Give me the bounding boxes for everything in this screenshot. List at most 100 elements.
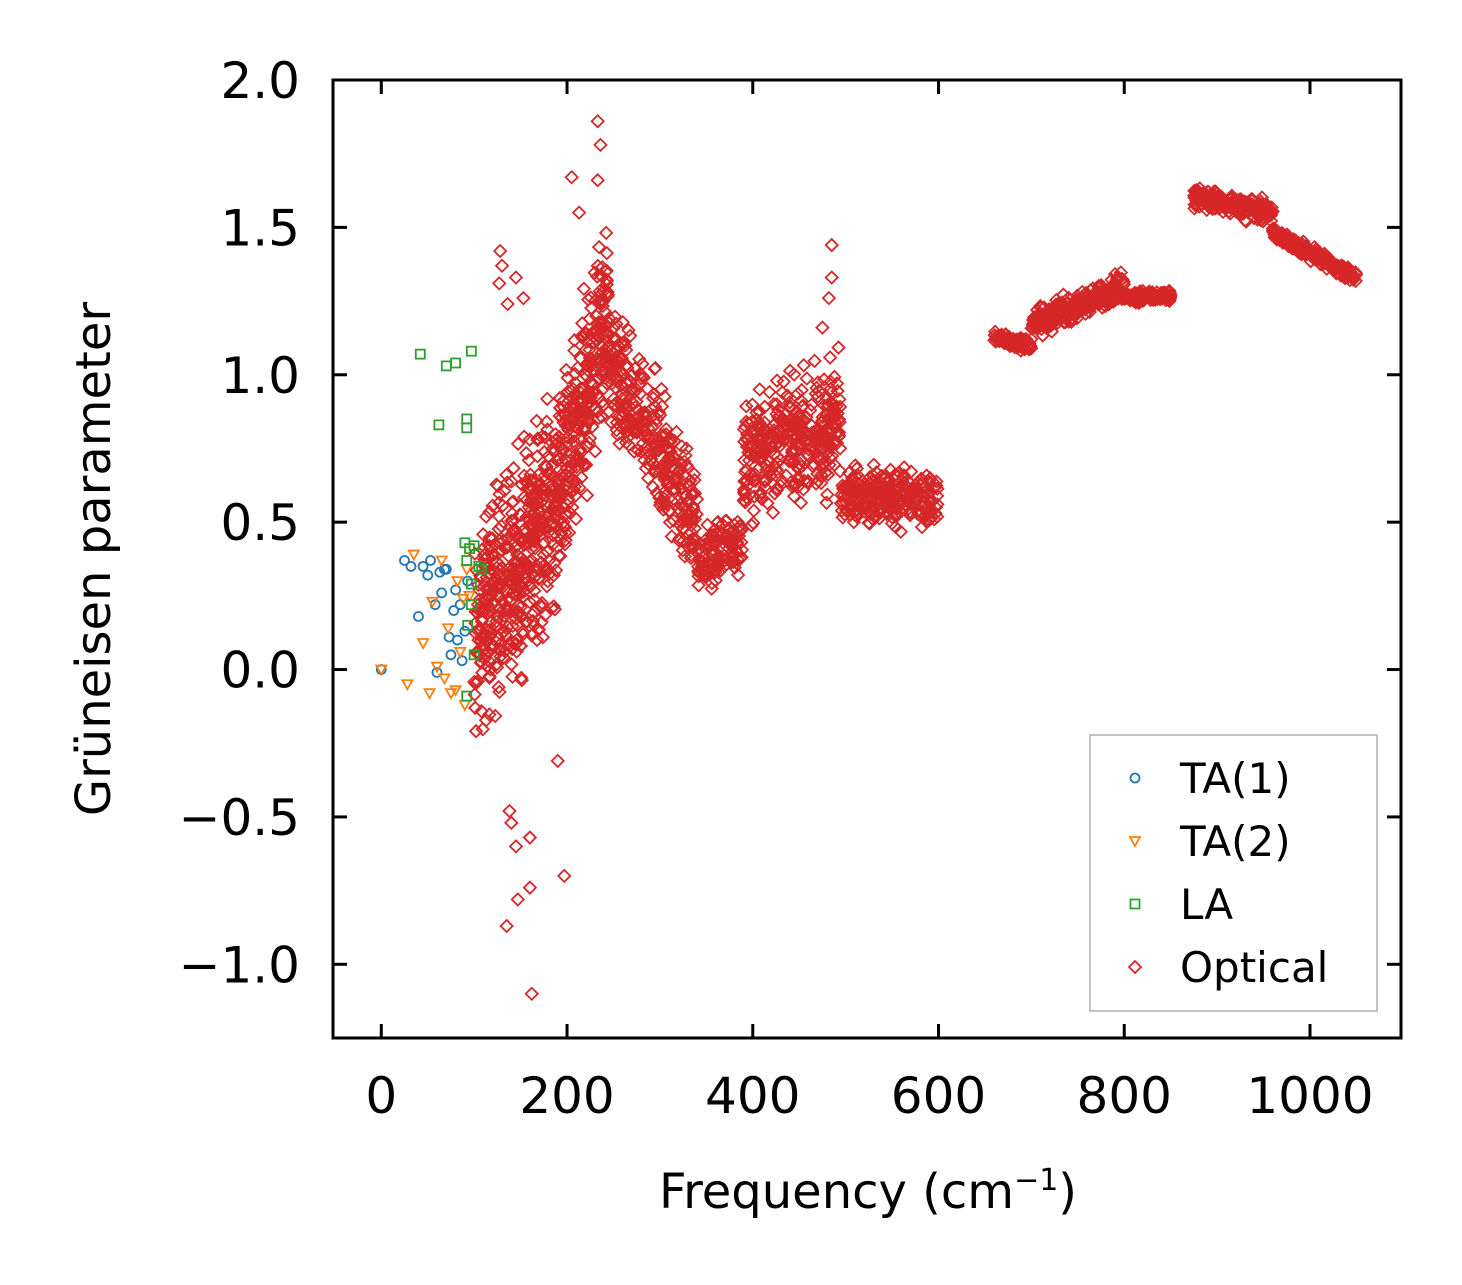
optical-point <box>566 399 582 415</box>
optical-point <box>812 453 827 468</box>
optical-point <box>563 485 579 500</box>
optical-point <box>1201 184 1216 200</box>
optical-point <box>1075 284 1090 300</box>
optical-point <box>820 399 835 414</box>
la-point <box>414 348 426 360</box>
optical-point <box>512 605 527 621</box>
optical-point <box>723 553 738 569</box>
optical-point <box>807 353 822 369</box>
ta1-point <box>448 605 460 616</box>
optical-point <box>592 295 607 311</box>
optical-point <box>845 501 860 516</box>
optical-point <box>704 543 719 559</box>
optical-point <box>889 501 905 517</box>
optical-point <box>519 475 535 491</box>
x-tick-label: 400 <box>705 1067 800 1125</box>
optical-point <box>548 426 563 442</box>
optical-point <box>766 396 782 412</box>
optical-point <box>670 501 686 517</box>
optical-point <box>799 371 815 386</box>
optical-point <box>534 482 550 498</box>
optical-point <box>691 577 706 593</box>
optical-point <box>566 424 582 440</box>
optical-point <box>792 409 807 425</box>
optical-point <box>731 528 747 544</box>
optical-point <box>683 473 698 488</box>
x-axis-label-text: Frequency (cm <box>659 1164 1014 1220</box>
optical-point <box>586 377 602 392</box>
optical-point <box>600 284 615 300</box>
optical-point <box>773 452 788 468</box>
optical-point <box>526 496 541 511</box>
optical-point <box>569 447 584 462</box>
optical-point <box>901 501 917 516</box>
optical-point <box>573 381 588 396</box>
optical-point <box>648 464 664 479</box>
optical-point <box>601 310 617 326</box>
optical-point <box>582 350 598 366</box>
optical-point <box>589 332 605 347</box>
x-tick-label: 800 <box>1077 1067 1172 1125</box>
optical-point <box>874 502 890 518</box>
optical-point <box>650 439 665 454</box>
optical-point <box>558 453 574 468</box>
optical-point <box>607 350 622 366</box>
optical-point <box>475 627 491 643</box>
optical-point <box>704 581 719 596</box>
ta2-point <box>456 593 470 606</box>
optical-point <box>841 465 857 481</box>
ta1-point <box>440 563 452 575</box>
optical-point <box>821 438 836 453</box>
optical-point <box>593 137 608 153</box>
optical-point <box>592 322 608 337</box>
optical-point <box>1192 181 1208 196</box>
optical-point <box>806 443 821 458</box>
optical-point <box>660 458 675 473</box>
optical-point <box>513 638 528 654</box>
optical-point <box>893 524 909 539</box>
optical-point <box>1250 199 1266 215</box>
optical-point <box>590 113 605 129</box>
optical-point <box>848 497 864 512</box>
optical-point <box>491 679 506 695</box>
optical-point <box>1265 203 1280 219</box>
optical-point <box>568 453 584 468</box>
optical-point <box>1046 304 1062 320</box>
optical-point <box>524 986 540 1002</box>
optical-point <box>504 815 519 831</box>
optical-point <box>779 388 795 404</box>
optical-point <box>1294 246 1309 262</box>
optical-point <box>845 497 860 513</box>
optical-point <box>500 562 516 577</box>
optical-point <box>587 401 602 417</box>
optical-point <box>539 494 555 510</box>
optical-point <box>1060 301 1076 316</box>
optical-point <box>474 703 489 719</box>
optical-point <box>529 497 544 512</box>
ta2-point <box>449 685 463 698</box>
optical-point <box>574 316 590 331</box>
x-axis-label-close: ) <box>1058 1164 1077 1220</box>
optical-point <box>504 657 519 672</box>
optical-point <box>755 446 771 461</box>
optical-point <box>660 474 676 490</box>
ta1-point <box>436 587 448 599</box>
optical-point <box>610 427 625 442</box>
optical-point <box>1144 289 1160 304</box>
optical-point <box>861 491 877 507</box>
optical-point <box>631 351 647 367</box>
optical-point <box>478 633 493 649</box>
optical-point <box>581 357 596 373</box>
optical-point <box>481 654 497 669</box>
optical-point <box>994 330 1009 346</box>
optical-point <box>637 452 652 468</box>
optical-point <box>579 488 595 503</box>
optical-point <box>1273 232 1289 248</box>
optical-point <box>518 615 534 630</box>
optical-point <box>1101 297 1117 312</box>
optical-point <box>1061 290 1076 306</box>
optical-point <box>522 830 538 845</box>
optical-point <box>562 469 578 485</box>
optical-point <box>796 358 812 373</box>
optical-point <box>666 471 682 486</box>
